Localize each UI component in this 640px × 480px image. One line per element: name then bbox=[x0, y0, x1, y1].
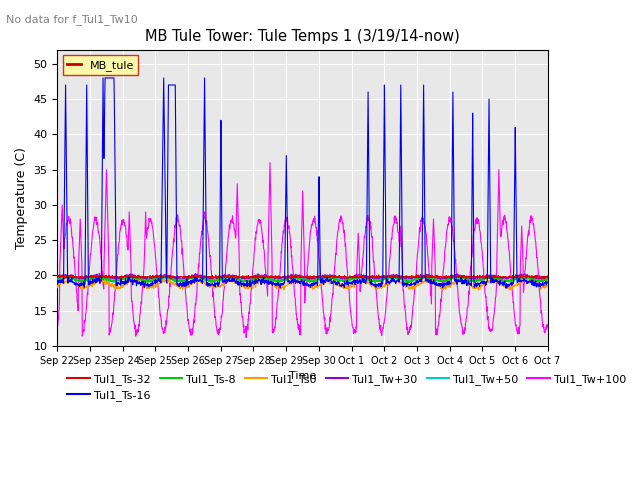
Tul1_Ts-8 bbox=[486, 274, 494, 280]
Tul1_Ts-32 bbox=[486, 276, 494, 281]
Tul1_Tw+50 bbox=[150, 276, 158, 282]
Tul1_Tw+30 bbox=[95, 271, 103, 276]
Legend: Tul1_Ts-32, Tul1_Ts-16, Tul1_Ts-8, Tul1_Ts0, Tul1_Tw+30, Tul1_Tw+50, Tul1_Tw+100: Tul1_Ts-32, Tul1_Ts-16, Tul1_Ts-8, Tul1_… bbox=[63, 370, 631, 406]
Tul1_Tw+100 bbox=[218, 313, 225, 319]
Tul1_Ts-16 bbox=[486, 168, 493, 174]
Tul1_Tw+50 bbox=[218, 275, 225, 281]
Tul1_Tw+30 bbox=[443, 276, 451, 281]
Tul1_Tw+30 bbox=[151, 275, 159, 280]
Tul1_Ts0 bbox=[134, 275, 142, 281]
Tul1_Ts0 bbox=[544, 283, 552, 288]
Tul1_Ts-32 bbox=[54, 273, 61, 278]
Tul1_Ts-32 bbox=[413, 272, 420, 277]
Tul1_Tw+100 bbox=[443, 228, 451, 233]
Tul1_Tw+30 bbox=[379, 275, 387, 281]
Line: Tul1_Tw+100: Tul1_Tw+100 bbox=[58, 163, 548, 337]
Tul1_Ts0 bbox=[378, 284, 386, 289]
Tul1_Tw+30 bbox=[544, 275, 552, 281]
Tul1_Ts-16 bbox=[544, 279, 552, 285]
Tul1_Ts-32 bbox=[544, 273, 552, 279]
Tul1_Tw+100 bbox=[150, 241, 158, 247]
Tul1_Tw+50 bbox=[54, 276, 61, 281]
Tul1_Tw+30 bbox=[486, 273, 494, 278]
Tul1_Ts-16 bbox=[151, 278, 159, 284]
Line: Tul1_Ts-32: Tul1_Ts-32 bbox=[58, 275, 548, 279]
Tul1_Tw+50 bbox=[378, 276, 386, 281]
Tul1_Ts0 bbox=[443, 285, 451, 290]
Tul1_Ts0 bbox=[151, 282, 159, 288]
Tul1_Ts-8 bbox=[163, 274, 170, 280]
Tul1_Tw+100 bbox=[379, 326, 387, 332]
Title: MB Tule Tower: Tule Temps 1 (3/19/14-now): MB Tule Tower: Tule Temps 1 (3/19/14-now… bbox=[145, 29, 460, 44]
Line: Tul1_Tw+50: Tul1_Tw+50 bbox=[58, 276, 548, 282]
Tul1_Ts0 bbox=[218, 281, 225, 287]
Tul1_Ts-16 bbox=[378, 280, 386, 286]
Tul1_Ts-16 bbox=[502, 285, 510, 291]
Tul1_Ts-32 bbox=[218, 273, 225, 279]
Tul1_Ts-16 bbox=[443, 281, 451, 287]
Tul1_Ts-32 bbox=[254, 276, 262, 282]
Tul1_Ts-8 bbox=[378, 277, 386, 283]
Tul1_Tw+50 bbox=[544, 277, 552, 283]
Tul1_Tw+30 bbox=[54, 274, 61, 279]
Tul1_Ts-8 bbox=[54, 276, 61, 282]
Tul1_Tw+30 bbox=[306, 277, 314, 283]
Line: Tul1_Ts-8: Tul1_Ts-8 bbox=[58, 276, 548, 283]
Tul1_Ts-8 bbox=[544, 276, 552, 282]
Tul1_Ts0 bbox=[506, 287, 514, 293]
Tul1_Ts-16 bbox=[163, 280, 171, 286]
Tul1_Tw+50 bbox=[486, 276, 494, 281]
Line: Tul1_Ts0: Tul1_Ts0 bbox=[58, 278, 548, 290]
Tul1_Ts-32 bbox=[163, 275, 170, 280]
Tul1_Tw+50 bbox=[163, 273, 170, 279]
Tul1_Tw+30 bbox=[163, 273, 171, 279]
Tul1_Tw+100 bbox=[54, 322, 61, 328]
Tul1_Tw+100 bbox=[486, 326, 494, 332]
Line: Tul1_Tw+30: Tul1_Tw+30 bbox=[58, 274, 548, 280]
Tul1_Tw+50 bbox=[418, 273, 426, 279]
Text: No data for f_Tul1_Tw10: No data for f_Tul1_Tw10 bbox=[6, 14, 138, 25]
Tul1_Ts-16 bbox=[218, 197, 225, 203]
Tul1_Ts-32 bbox=[443, 275, 451, 281]
Tul1_Ts-8 bbox=[218, 277, 225, 283]
Tul1_Ts-8 bbox=[443, 276, 451, 282]
Tul1_Ts-8 bbox=[150, 276, 158, 282]
Tul1_Tw+100 bbox=[163, 322, 170, 327]
Tul1_Ts0 bbox=[486, 278, 493, 284]
Tul1_Ts-32 bbox=[378, 274, 386, 279]
Y-axis label: Temperature (C): Temperature (C) bbox=[15, 147, 28, 249]
Tul1_Ts-8 bbox=[405, 280, 413, 286]
Tul1_Tw+100 bbox=[243, 335, 250, 340]
Tul1_Ts-8 bbox=[227, 273, 234, 278]
Tul1_Tw+30 bbox=[218, 274, 225, 279]
Tul1_Tw+50 bbox=[443, 278, 451, 284]
Tul1_Ts-16 bbox=[99, 75, 107, 81]
X-axis label: Time: Time bbox=[289, 372, 316, 381]
Tul1_Ts0 bbox=[54, 284, 61, 289]
Tul1_Ts-32 bbox=[150, 274, 158, 279]
Tul1_Tw+100 bbox=[544, 324, 552, 330]
Tul1_Ts-16 bbox=[54, 280, 61, 286]
Tul1_Tw+100 bbox=[266, 160, 274, 166]
Tul1_Ts0 bbox=[163, 277, 171, 283]
Line: Tul1_Ts-16: Tul1_Ts-16 bbox=[58, 78, 548, 288]
Tul1_Tw+50 bbox=[240, 279, 248, 285]
